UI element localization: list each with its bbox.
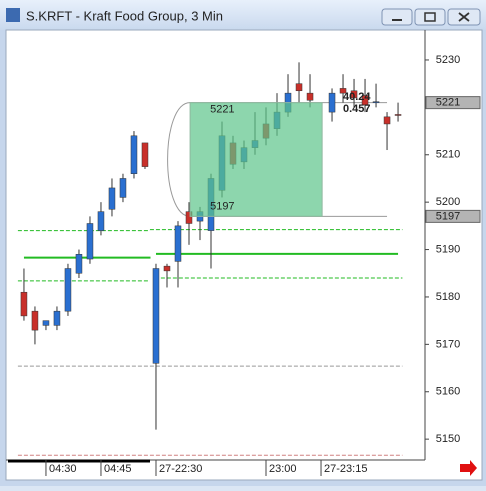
- annotation: 0.457: [343, 103, 371, 115]
- maximize-icon: [424, 12, 436, 22]
- candle-body: [306, 92, 314, 101]
- window-title: S.KRFT - Kraft Food Group, 3 Min: [26, 8, 223, 23]
- y-tick-label: 5180: [436, 291, 460, 303]
- candle-body: [394, 114, 402, 116]
- candle-body: [295, 83, 303, 92]
- price-label: 5221: [436, 97, 460, 109]
- y-tick-label: 5190: [436, 243, 460, 255]
- candle-body: [174, 225, 182, 262]
- candle-body: [97, 211, 105, 231]
- y-tick-label: 5170: [436, 338, 460, 350]
- price-box: [425, 209, 481, 223]
- x-tick-label: 27-22:30: [159, 463, 202, 475]
- y-tick-label: 5150: [436, 433, 460, 445]
- y-tick-label: 5230: [436, 54, 460, 66]
- candle-body: [339, 88, 347, 94]
- candle-body: [361, 95, 369, 106]
- candle-body: [185, 211, 193, 224]
- range-top-label: 5221: [210, 104, 234, 116]
- price-box: [425, 96, 481, 110]
- candle-body: [141, 142, 149, 167]
- price-label: 5197: [436, 210, 460, 222]
- y-tick-label: 5200: [436, 196, 460, 208]
- candle-body: [119, 178, 127, 198]
- candle-body: [350, 90, 358, 99]
- x-tick-label: 23:00: [269, 463, 297, 475]
- candle-body: [108, 187, 116, 210]
- candle-body: [130, 135, 138, 174]
- close-icon: [458, 12, 470, 22]
- x-tick-label: 27-23:15: [324, 463, 367, 475]
- candle-body: [20, 291, 28, 317]
- candle-body: [31, 310, 39, 331]
- x-tick-label: 04:45: [104, 463, 132, 475]
- candle-body: [64, 268, 72, 312]
- range-box: [189, 102, 323, 217]
- candle-body: [75, 254, 83, 274]
- candle-body: [53, 310, 61, 326]
- y-tick-label: 5210: [436, 149, 460, 161]
- app-icon: [6, 8, 20, 22]
- x-tick-label: 04:30: [49, 463, 77, 475]
- candle-body: [163, 265, 171, 272]
- scroll-arrow[interactable]: [460, 460, 477, 476]
- candle-body: [383, 116, 391, 125]
- annotation: 40.24: [343, 91, 371, 103]
- candle-body: [372, 101, 380, 103]
- range-bracket: [167, 102, 191, 217]
- range-bottom-label: 5197: [210, 200, 234, 212]
- candle-body: [328, 92, 336, 113]
- candle-body: [152, 268, 160, 364]
- candle-body: [42, 320, 50, 326]
- minimize-button[interactable]: [381, 8, 413, 26]
- maximize-button[interactable]: [414, 8, 446, 26]
- candle-body: [86, 223, 94, 260]
- y-tick-label: 5160: [436, 386, 460, 398]
